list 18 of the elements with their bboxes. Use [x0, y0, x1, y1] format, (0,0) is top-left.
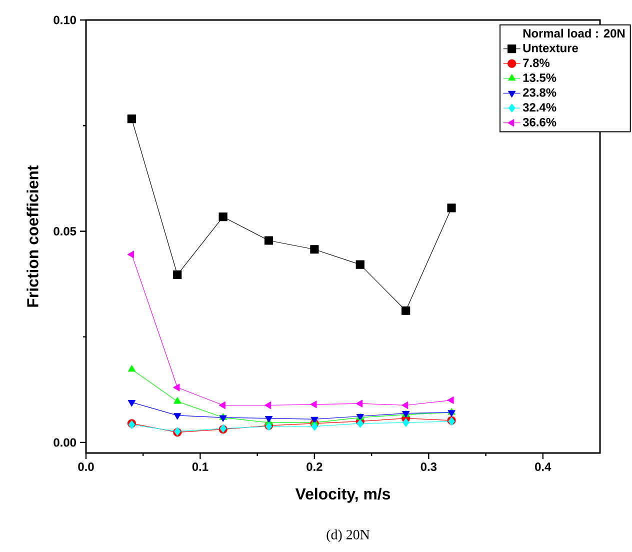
y-axis-title: Friction coefficient	[26, 165, 38, 307]
text: (d) 20N	[326, 530, 370, 542]
legend-label: 23.8%	[523, 88, 556, 97]
x-tick-label: 0.0	[78, 462, 94, 471]
x-tick-label: 0.3	[420, 462, 437, 472]
y-tick-label: 0.10	[54, 16, 76, 24]
legend-label: 7.8%	[523, 58, 550, 68]
x-tick-label: 0.4	[535, 462, 552, 471]
x-tick-label: 0.2	[306, 462, 322, 471]
legend-label: 32.4%	[522, 103, 556, 112]
x-axis-title: Velocity, m/s	[295, 488, 390, 503]
y-tick-label: 0.00	[54, 438, 76, 447]
legend-label: Untexture	[523, 44, 578, 52]
legend-title: Normal load : 20N	[523, 28, 625, 38]
x-tick-label: 0.1	[192, 462, 208, 471]
legend-label: 13.5%	[523, 73, 556, 82]
y-tick-label: 0.05	[54, 226, 76, 236]
legend-label: 36.6%	[522, 118, 556, 126]
